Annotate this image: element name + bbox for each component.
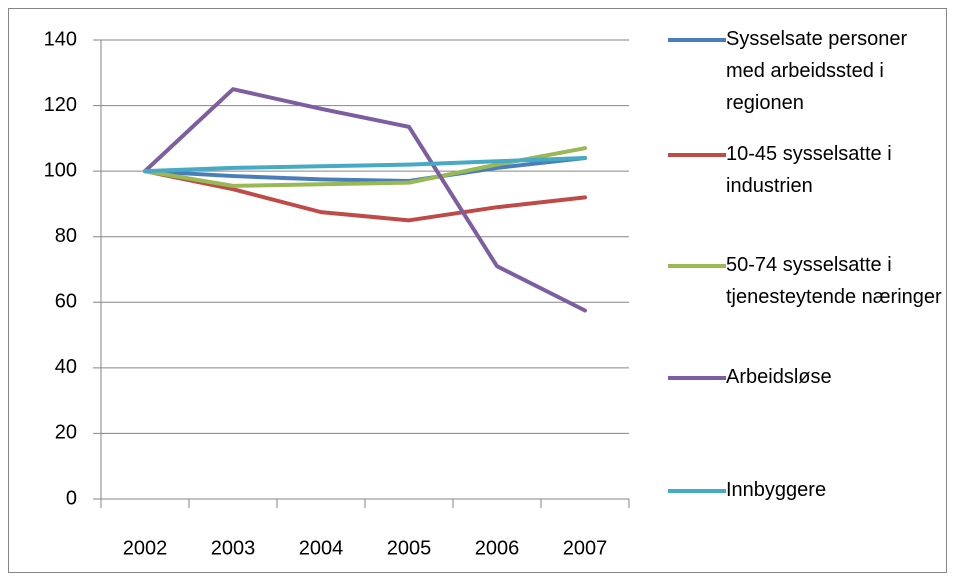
y-tick-label: 120 [44, 94, 77, 116]
x-tick-label: 2007 [563, 537, 608, 559]
y-tick-label: 60 [55, 291, 77, 313]
y-tick-label: 20 [55, 422, 77, 444]
series-line [143, 87, 587, 313]
legend-label: 10-45 sysselsatte i industrien [726, 143, 892, 197]
chart-border [8, 8, 947, 573]
x-tick-label: 2005 [387, 537, 432, 559]
series-line [143, 169, 587, 223]
series-line [143, 156, 587, 183]
legend-label: 50-74 sysselsatte i tjenesteytende nærin… [726, 254, 942, 308]
x-tick-label: 2002 [123, 537, 168, 559]
x-tick-label: 2004 [299, 537, 344, 559]
y-tick-label: 100 [44, 159, 77, 181]
x-tick-label: 2003 [211, 537, 256, 559]
y-tick-label: 80 [55, 225, 77, 247]
legend-label: Arbeidsløse [726, 366, 832, 388]
legend-label: Innbyggere [726, 479, 827, 501]
y-tick-label: 0 [66, 487, 77, 509]
series-line [143, 156, 587, 174]
legend-label: Sysselsate personer med arbeidssted i re… [726, 28, 908, 114]
x-tick-label: 2006 [475, 537, 520, 559]
y-tick-label: 140 [44, 28, 77, 50]
y-tick-label: 40 [55, 356, 77, 378]
